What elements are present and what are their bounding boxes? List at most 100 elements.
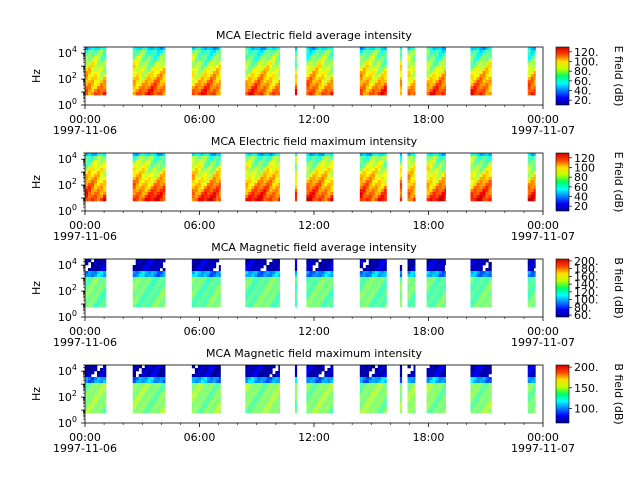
spectrogram-cell — [212, 262, 217, 266]
spectrogram-cell — [374, 304, 379, 308]
spectrogram-cell — [312, 153, 316, 157]
spectrogram-cell — [321, 395, 325, 399]
spectrogram-cell — [97, 71, 101, 75]
spectrogram-cell — [315, 410, 319, 414]
spectrogram-cell — [100, 286, 104, 290]
spectrogram-cell — [245, 286, 249, 290]
spectrogram-cell — [272, 153, 276, 157]
spectrogram-cell — [272, 71, 276, 75]
x-tick-label: 06:00 — [184, 325, 216, 338]
spectrogram-cell — [162, 277, 166, 281]
spectrogram-cell — [306, 265, 310, 269]
spectrogram-cell — [318, 89, 322, 93]
spectrogram-cell — [294, 47, 298, 51]
spectrogram-cell — [197, 274, 202, 278]
spectrogram-cell — [324, 165, 328, 169]
spectrogram-cell — [429, 289, 433, 293]
spectrogram-cell — [309, 168, 313, 172]
spectrogram-cell — [432, 286, 436, 290]
spectrogram-cell — [324, 56, 328, 60]
spectrogram-cell — [269, 401, 273, 405]
spectrogram-cell — [312, 180, 316, 184]
spectrogram-cell — [197, 159, 202, 163]
spectrogram-cell — [410, 283, 414, 287]
spectrogram-cell — [312, 386, 316, 390]
spectrogram-cell — [200, 153, 205, 157]
spectrogram-cell — [377, 380, 382, 384]
spectrogram-cell — [218, 301, 221, 305]
spectrogram-cell — [209, 374, 214, 378]
spectrogram-cell — [321, 83, 325, 87]
spectrogram-cell — [257, 65, 261, 69]
spectrogram-cell — [260, 159, 264, 163]
spectrogram-cell — [191, 295, 196, 299]
spectrogram-cell — [254, 271, 258, 275]
spectrogram-cell — [209, 274, 214, 278]
spectrogram-cell — [135, 280, 140, 284]
spectrogram-cell — [97, 62, 101, 66]
spectrogram-cell — [410, 62, 414, 66]
spectrogram-cell — [278, 165, 280, 169]
spectrogram-cell — [473, 80, 477, 84]
spectrogram-cell — [374, 77, 379, 81]
spectrogram-cell — [315, 289, 319, 293]
spectrogram-cell — [278, 274, 280, 278]
spectrogram-cell — [312, 156, 316, 160]
spectrogram-cell — [206, 47, 211, 51]
spectrogram-cell — [132, 274, 137, 278]
spectrogram-cell — [191, 195, 196, 199]
spectrogram-cell — [321, 177, 325, 181]
spectrogram-cell — [147, 377, 152, 381]
spectrogram-cell — [159, 392, 164, 396]
spectrogram-cell — [100, 62, 104, 66]
spectrogram-cell — [100, 80, 104, 84]
spectrogram-cell — [365, 265, 370, 269]
spectrogram-cell — [209, 292, 214, 296]
spectrogram-cell — [330, 89, 334, 93]
spectrogram-cell — [368, 74, 373, 78]
spectrogram-cell — [324, 271, 328, 275]
spectrogram-cell — [318, 65, 322, 69]
spectrogram-cell — [215, 192, 220, 196]
spectrogram-cell — [309, 77, 313, 81]
spectrogram-cell — [153, 183, 158, 187]
spectrogram-cell — [150, 74, 155, 78]
spectrogram-cell — [479, 168, 483, 172]
spectrogram-cell — [254, 177, 258, 181]
spectrogram-cell — [197, 271, 202, 275]
spectrogram-cell — [91, 171, 95, 175]
spectrogram-cell — [94, 162, 98, 166]
spectrogram-cell — [374, 177, 379, 181]
spectrogram-cell — [194, 377, 199, 381]
spectrogram-cell — [254, 383, 258, 387]
spectrogram-cell — [85, 301, 89, 305]
spectrogram-cell — [91, 192, 95, 196]
spectrogram-cell — [278, 80, 280, 84]
spectrogram-cell — [266, 368, 270, 372]
spectrogram-cell — [153, 195, 158, 199]
spectrogram-cell — [209, 277, 214, 281]
spectrogram-cell — [103, 304, 107, 308]
spectrogram-cell — [257, 292, 261, 296]
spectrogram-cell — [200, 195, 205, 199]
spectrogram-cell — [248, 389, 252, 393]
spectrogram-cell — [97, 186, 101, 190]
spectrogram-cell — [488, 298, 492, 302]
spectrogram-cell — [153, 192, 158, 196]
spectrogram-cell — [488, 89, 492, 93]
spectrogram-cell — [371, 286, 376, 290]
spectrogram-cell — [138, 92, 143, 96]
spectrogram-cell — [260, 407, 264, 411]
spectrogram-cell — [272, 280, 276, 284]
spectrogram-cell — [365, 377, 370, 381]
spectrogram-cell — [197, 380, 202, 384]
spectrogram-cell — [212, 407, 217, 411]
spectrogram-cell — [383, 92, 387, 96]
spectrogram-cell — [306, 189, 310, 193]
spectrogram-cell — [263, 395, 267, 399]
spectrogram-cell — [91, 289, 95, 293]
spectrogram-cell — [135, 189, 140, 193]
spectrogram-cell — [156, 50, 161, 54]
spectrogram-cell — [380, 259, 385, 263]
spectrogram-cell — [144, 386, 149, 390]
